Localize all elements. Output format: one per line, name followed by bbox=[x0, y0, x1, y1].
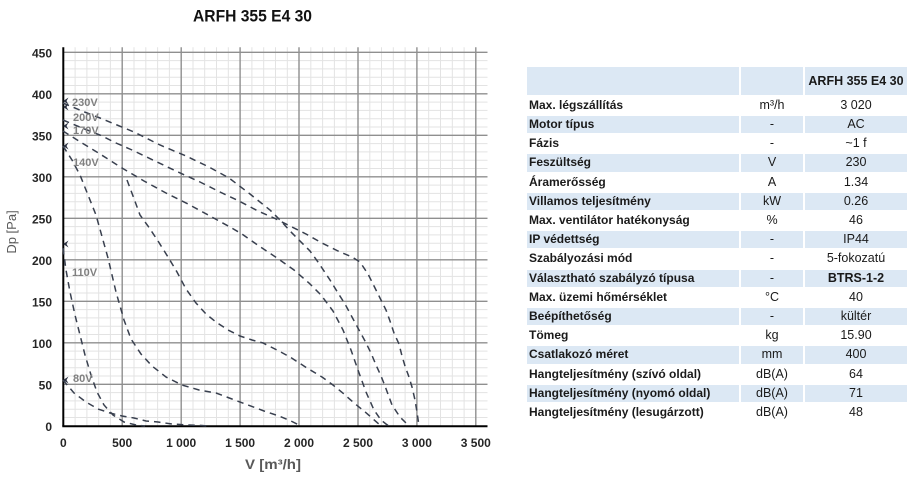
svg-text:2 500: 2 500 bbox=[343, 436, 373, 450]
svg-text:1 500: 1 500 bbox=[225, 436, 255, 450]
svg-text:0: 0 bbox=[60, 436, 67, 450]
svg-text:150: 150 bbox=[32, 296, 52, 310]
svg-text:350: 350 bbox=[32, 130, 52, 144]
svg-text:110V: 110V bbox=[72, 267, 98, 279]
svg-text:250: 250 bbox=[32, 213, 52, 227]
svg-text:0: 0 bbox=[45, 420, 52, 434]
svg-text:2 000: 2 000 bbox=[284, 436, 314, 450]
svg-text:230V: 230V bbox=[72, 97, 98, 109]
svg-text:50: 50 bbox=[39, 379, 53, 393]
svg-text:100: 100 bbox=[32, 337, 52, 351]
svg-text:3 000: 3 000 bbox=[402, 436, 432, 450]
svg-text:400: 400 bbox=[32, 88, 52, 102]
svg-text:140V: 140V bbox=[73, 157, 99, 169]
svg-text:300: 300 bbox=[32, 171, 52, 185]
svg-text:450: 450 bbox=[32, 47, 52, 61]
svg-text:V [m³/h]: V [m³/h] bbox=[245, 456, 301, 472]
svg-text:ARFH 355 E4 30: ARFH 355 E4 30 bbox=[193, 7, 312, 26]
svg-text:200V: 200V bbox=[73, 112, 99, 124]
svg-text:1 000: 1 000 bbox=[166, 436, 196, 450]
svg-text:80V: 80V bbox=[73, 373, 93, 385]
svg-text:170V: 170V bbox=[73, 125, 99, 137]
svg-text:200: 200 bbox=[32, 254, 52, 268]
svg-text:3 500: 3 500 bbox=[461, 436, 491, 450]
svg-text:Dp [Pa]: Dp [Pa] bbox=[4, 210, 19, 253]
svg-text:500: 500 bbox=[112, 436, 132, 450]
